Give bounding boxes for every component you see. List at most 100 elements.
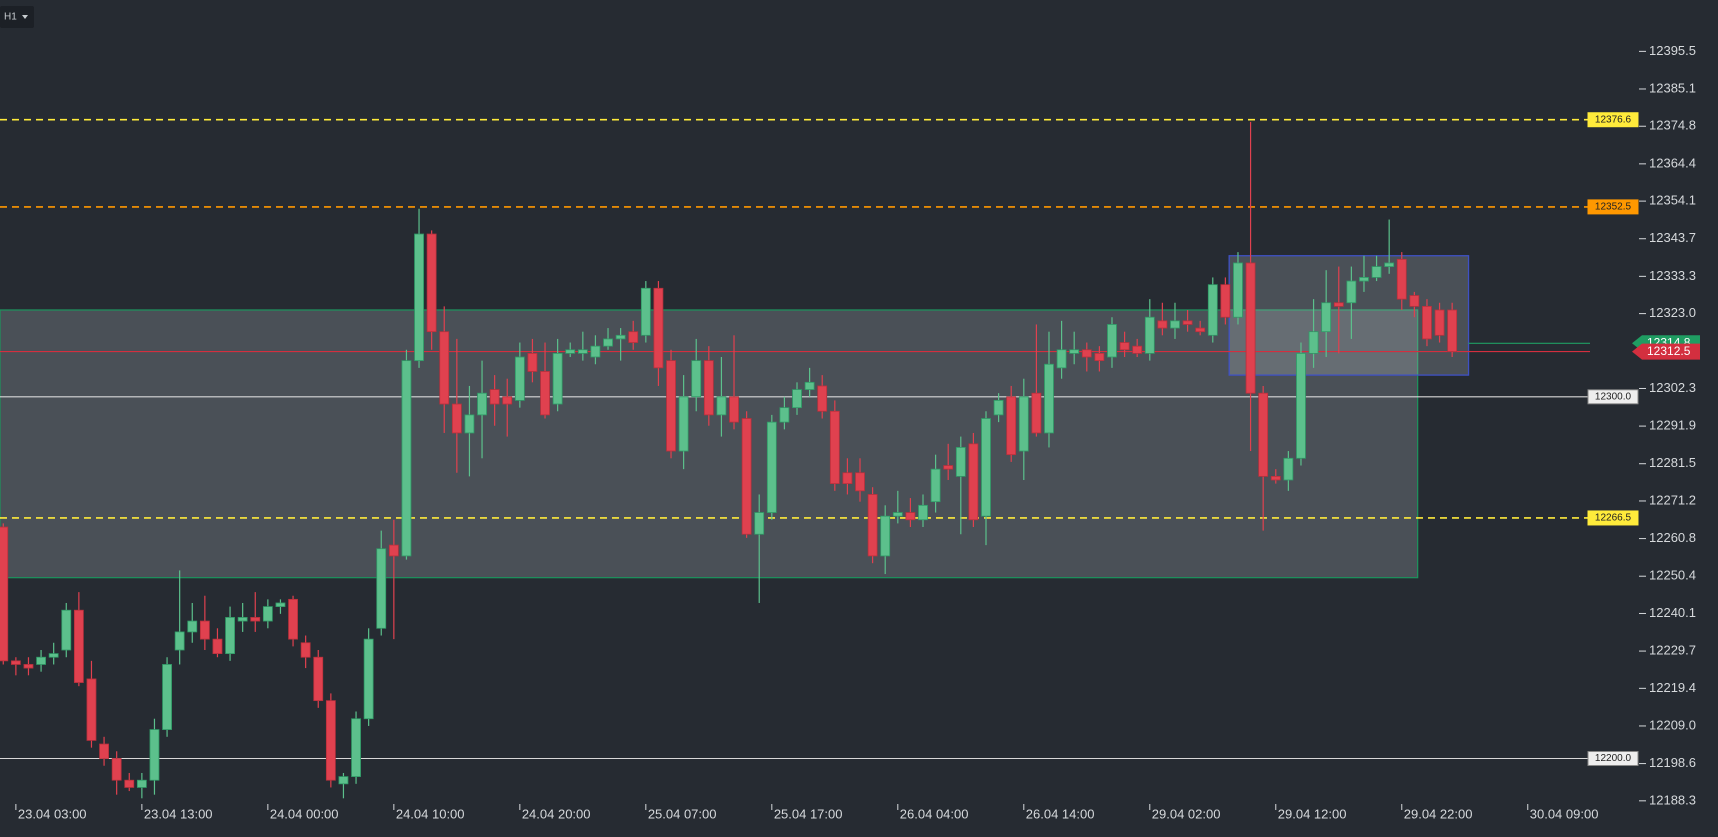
y-tick-label: 12354.1 <box>1649 193 1696 208</box>
y-tick-label: 12374.8 <box>1649 118 1696 133</box>
candle-body <box>1396 258 1407 300</box>
candle-body <box>1094 352 1105 362</box>
candle-body <box>678 396 689 452</box>
candle-body <box>804 381 815 390</box>
candle-body <box>993 400 1004 416</box>
candle-body <box>590 345 601 358</box>
candle-body <box>250 617 261 622</box>
candle-body <box>1119 342 1130 351</box>
x-tick-label: 26.04 14:00 <box>1026 806 1095 821</box>
timeframe-selector[interactable]: H1 <box>0 6 34 28</box>
candle-body <box>905 512 916 521</box>
x-tick-label: 29.04 12:00 <box>1278 806 1347 821</box>
candle-body <box>1220 284 1231 318</box>
candle-body <box>1409 295 1420 307</box>
y-tick-label: 12281.5 <box>1649 455 1696 470</box>
y-tick-label: 12188.3 <box>1649 792 1696 807</box>
candle-body <box>943 465 954 470</box>
timeframe-label[interactable]: H1 <box>4 12 17 23</box>
candle-body <box>540 371 550 416</box>
candle-body <box>829 410 840 485</box>
candle-body <box>1359 277 1369 282</box>
candle-body <box>1069 349 1080 354</box>
price-tag-label: 12312.5 <box>1647 344 1691 358</box>
candle-body <box>439 331 450 405</box>
y-tick-label: 12395.5 <box>1649 43 1696 58</box>
level-tag-label: 12266.5 <box>1595 513 1632 524</box>
candle-body <box>262 606 273 622</box>
candle-body <box>930 468 941 503</box>
candle-body <box>1081 349 1092 358</box>
y-tick-label: 12323.0 <box>1649 305 1696 320</box>
y-tick-label: 12385.1 <box>1649 80 1696 95</box>
candle-body <box>1270 475 1281 481</box>
candle-body <box>136 779 147 788</box>
level-tag <box>1587 510 1639 526</box>
candle-body <box>918 504 928 521</box>
candle-body <box>426 233 437 333</box>
candle-body <box>86 678 97 741</box>
candle-body <box>955 447 966 477</box>
candle-body <box>1107 324 1117 358</box>
candle-body <box>527 352 538 372</box>
dropdown-arrow[interactable] <box>22 15 28 19</box>
candle-body <box>1144 316 1155 354</box>
x-tick-label: 25.04 07:00 <box>648 806 717 821</box>
candle-body <box>640 287 651 336</box>
candle-body <box>23 664 34 669</box>
x-tick-label: 24.04 00:00 <box>270 806 339 821</box>
candle-body <box>10 660 21 665</box>
y-tick-label: 12250.4 <box>1649 568 1696 583</box>
y-tick-label: 12209.0 <box>1649 717 1696 732</box>
candle-body <box>577 349 588 354</box>
y-tick-label: 12229.7 <box>1649 643 1696 658</box>
candle-body <box>867 494 878 557</box>
candle-body <box>817 385 828 412</box>
candle-body <box>1245 262 1256 394</box>
candle-body <box>477 392 487 416</box>
y-tick-label: 12364.4 <box>1649 155 1696 170</box>
candle-body <box>1195 327 1206 333</box>
candle-body <box>199 620 210 640</box>
candle-body <box>766 421 777 513</box>
candle-body <box>603 338 613 347</box>
timeframe-box[interactable] <box>0 6 34 28</box>
candle-body <box>162 664 172 730</box>
level-tag-label: 12376.6 <box>1595 114 1632 125</box>
level-tag <box>1587 751 1639 767</box>
x-tick-label: 30.04 09:00 <box>1530 806 1599 821</box>
x-tick-label: 23.04 03:00 <box>18 806 87 821</box>
candle-body <box>325 700 336 781</box>
candle-body <box>0 526 9 662</box>
axes: 12395.5 12385.1 12374.8 12364.4 12354.1 12343… <box>15 43 1700 821</box>
candle-body <box>225 617 235 655</box>
candle-body <box>1031 392 1042 434</box>
candle-body <box>1044 363 1054 434</box>
candle-body <box>237 617 248 622</box>
candle-body <box>149 729 160 781</box>
candle-body <box>313 656 324 702</box>
y-tick-label: 12302.3 <box>1649 380 1696 395</box>
candle-body <box>124 779 135 788</box>
candle-body <box>1056 349 1067 369</box>
candle-body <box>779 407 790 423</box>
candle-body <box>1371 266 1382 278</box>
candle-body <box>187 620 198 633</box>
x-tick-label: 24.04 10:00 <box>396 806 465 821</box>
level-tag <box>1587 389 1639 405</box>
level-tag-label: 12200.0 <box>1595 753 1632 764</box>
candle-body <box>514 356 525 401</box>
candle-body <box>565 349 576 354</box>
candle-body <box>464 414 475 434</box>
candle-body <box>552 352 563 405</box>
candle-body <box>502 396 513 405</box>
candle-body <box>489 389 500 405</box>
x-tick-label: 29.04 02:00 <box>1152 806 1221 821</box>
candle-body <box>414 233 424 362</box>
candle-body <box>653 287 664 369</box>
level-tag-label: 12352.5 <box>1595 202 1632 213</box>
candle-body <box>741 418 752 535</box>
candle-body <box>451 403 462 434</box>
